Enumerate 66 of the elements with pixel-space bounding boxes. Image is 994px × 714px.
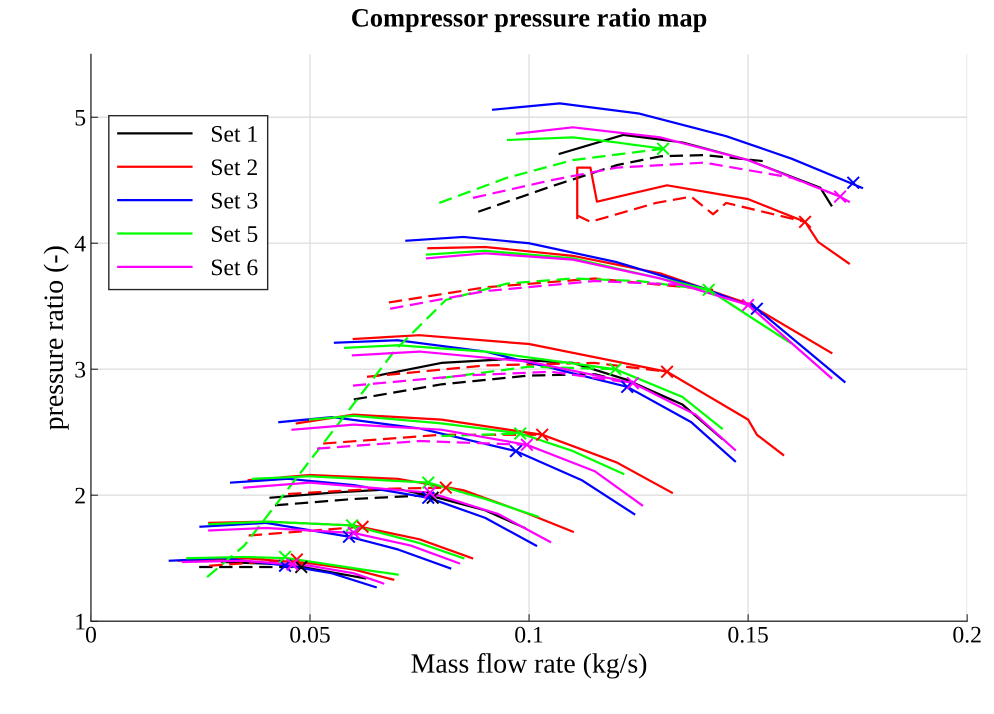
line-series (492, 102, 864, 189)
line-series (243, 481, 552, 543)
x-tick-label: 0.15 (728, 626, 768, 643)
point (345, 518, 359, 532)
point (422, 490, 436, 505)
point (660, 364, 674, 379)
line-series (182, 560, 384, 584)
chart-title: Compressor pressure ratio map (352, 8, 706, 32)
point (535, 428, 549, 442)
point (426, 490, 440, 505)
point (278, 550, 292, 564)
point (520, 438, 534, 452)
point (422, 476, 436, 490)
point (347, 526, 361, 540)
point (286, 558, 300, 572)
line-series (248, 474, 574, 533)
line-series (576, 166, 850, 265)
x-tick-label: 0 (86, 626, 96, 643)
point (750, 302, 764, 316)
line-series (252, 475, 539, 518)
point (741, 298, 755, 312)
line-series (296, 413, 673, 494)
line-series (352, 350, 736, 451)
point (702, 283, 716, 297)
x-tick-label: 0.1 (515, 626, 542, 643)
point (290, 552, 304, 566)
line-series (278, 416, 636, 516)
point (509, 444, 523, 458)
line-series (352, 334, 784, 456)
point (656, 142, 670, 156)
line-series (334, 339, 736, 462)
point (608, 362, 622, 376)
x-tick-label: 0.05 (290, 626, 330, 643)
y-tick-label: 2 (75, 488, 85, 504)
y-tick-label: 3 (75, 362, 86, 378)
legend-label: Set 3 (212, 192, 258, 209)
point (356, 520, 370, 534)
x-axis-title: Mass flow rate (kg/s) (411, 653, 646, 679)
x-tick-label: 0.2 (953, 626, 981, 643)
legend-label: Set 2 (212, 159, 257, 176)
line-series (291, 424, 644, 506)
point (514, 426, 528, 440)
y-axis-title: pressure ratio (-) (44, 246, 69, 430)
point (342, 530, 356, 544)
point (278, 558, 292, 573)
legend-label: Set 1 (212, 126, 257, 142)
line-series (269, 488, 526, 530)
legend-label: Set 5 (212, 226, 258, 242)
point (626, 376, 640, 390)
line-series (308, 414, 624, 475)
line-series (405, 236, 846, 383)
line-series (230, 478, 538, 547)
y-tick-label: 4 (74, 236, 86, 252)
line-series (168, 557, 377, 588)
point (294, 560, 308, 574)
legend-label: Set 6 (212, 259, 258, 276)
line-series (427, 246, 832, 354)
point (423, 486, 437, 500)
line-series (199, 522, 452, 570)
point (798, 215, 812, 229)
point (439, 480, 453, 494)
y-tick-label: 1 (76, 614, 85, 630)
point (620, 380, 634, 394)
line-series (208, 526, 460, 564)
line-series (388, 277, 714, 304)
y-tick-label: 5 (76, 110, 86, 126)
